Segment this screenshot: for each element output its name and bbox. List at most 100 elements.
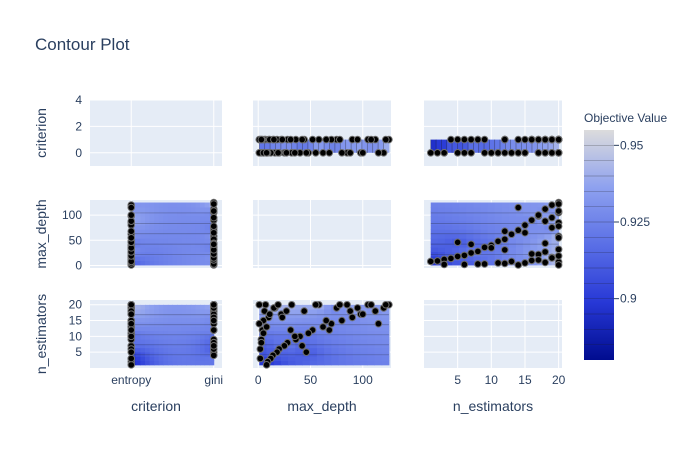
contour-cell <box>444 260 453 266</box>
contour-cell <box>374 347 383 353</box>
contour-cell <box>177 211 183 217</box>
contour-cell <box>149 238 155 244</box>
contour-cell <box>195 343 201 349</box>
contour-cell <box>204 247 210 253</box>
contour-cell <box>444 206 453 212</box>
contour-cell <box>140 351 146 357</box>
contour-cell <box>163 351 169 357</box>
contour-cell <box>200 238 206 244</box>
contour-cell <box>331 360 339 366</box>
contour-cell <box>177 242 183 248</box>
trial-point <box>343 300 351 309</box>
trial-point <box>353 304 362 312</box>
contour-cell <box>494 202 503 208</box>
contour-cell <box>436 139 442 153</box>
contour-cell <box>172 247 178 253</box>
trial-point <box>433 257 442 265</box>
trial-point <box>453 238 462 247</box>
contour-cell <box>149 211 155 217</box>
contour-cell <box>195 360 201 366</box>
contour-cell <box>345 347 354 353</box>
contour-cell <box>172 351 178 357</box>
contour-cell <box>145 343 151 349</box>
contour-cell <box>177 330 183 336</box>
contour-cell <box>381 356 390 362</box>
contour-cell <box>149 351 155 357</box>
contour-cell <box>484 139 490 153</box>
contour-cell <box>204 347 210 353</box>
y-tick-label: 15 <box>69 314 83 328</box>
contour-cell <box>190 251 196 257</box>
contour-cell <box>204 330 210 336</box>
contour-cell <box>154 242 160 248</box>
contour-cell <box>200 360 206 366</box>
contour-cell <box>297 139 303 153</box>
contour-cell <box>167 260 173 266</box>
contour-cell <box>374 313 383 319</box>
contour-cell <box>508 206 517 212</box>
contour-cell <box>273 326 282 331</box>
x-tick-label: entropy <box>111 373 151 387</box>
contour-cell <box>466 229 474 235</box>
contour-cell <box>452 202 460 208</box>
contour-cell <box>140 343 146 349</box>
contour-cell <box>288 313 296 319</box>
contour-cell <box>473 215 481 221</box>
contour-cell <box>195 309 201 314</box>
y-tick-label: 2 <box>75 119 82 133</box>
contour-cell <box>437 238 446 244</box>
contour-cell <box>273 356 282 362</box>
trial-point <box>507 230 516 239</box>
trial-point <box>298 342 306 350</box>
trial-point <box>255 300 264 309</box>
contour-cell <box>324 339 332 344</box>
contour-cell <box>158 202 164 208</box>
contour-cell <box>204 211 210 217</box>
contour-cell <box>338 326 347 331</box>
contour-cell <box>324 356 332 362</box>
contour-cell <box>163 242 169 248</box>
contour-cell <box>172 321 178 327</box>
contour-cell <box>154 317 160 323</box>
trial-point <box>554 261 563 269</box>
trial-point <box>291 332 299 341</box>
contour-cell <box>172 330 178 336</box>
contour-cell <box>186 334 192 340</box>
y-axis-title-criterion: criterion <box>33 108 49 158</box>
contour-cell <box>149 330 155 336</box>
contour-cell <box>145 242 151 248</box>
contour-cell <box>295 347 303 353</box>
contour-cell <box>273 321 282 327</box>
subplot-criterion-vs-n_estimators <box>424 99 563 166</box>
contour-cell <box>163 251 169 257</box>
contour-cell <box>316 309 325 314</box>
contour-cell <box>501 206 510 212</box>
contour-cell <box>154 343 160 349</box>
contour-cell <box>204 238 210 244</box>
contour-cell <box>195 356 201 362</box>
contour-cell <box>204 202 210 208</box>
contour-cell <box>459 220 467 226</box>
contour-cell <box>163 233 169 239</box>
contour-cell <box>181 356 187 362</box>
contour-cell <box>280 334 289 340</box>
contour-cell <box>135 360 141 366</box>
contour-cell <box>437 233 446 239</box>
contour-cell <box>324 334 332 340</box>
contour-cell <box>501 256 510 262</box>
trial-point <box>367 300 375 309</box>
contour-cell <box>480 251 489 257</box>
contour-cell <box>200 309 206 314</box>
contour-cell <box>163 247 169 253</box>
contour-cell <box>487 238 496 244</box>
contour-cell <box>530 224 538 230</box>
contour-cell <box>195 233 201 239</box>
contour-cell <box>307 139 314 153</box>
contour-cell <box>167 326 173 331</box>
contour-cell <box>167 251 173 257</box>
contour-cell <box>154 247 160 253</box>
contour-cell <box>553 139 560 153</box>
contour-cell <box>473 233 481 239</box>
contour-cell <box>487 220 496 226</box>
contour-cell <box>473 242 481 248</box>
